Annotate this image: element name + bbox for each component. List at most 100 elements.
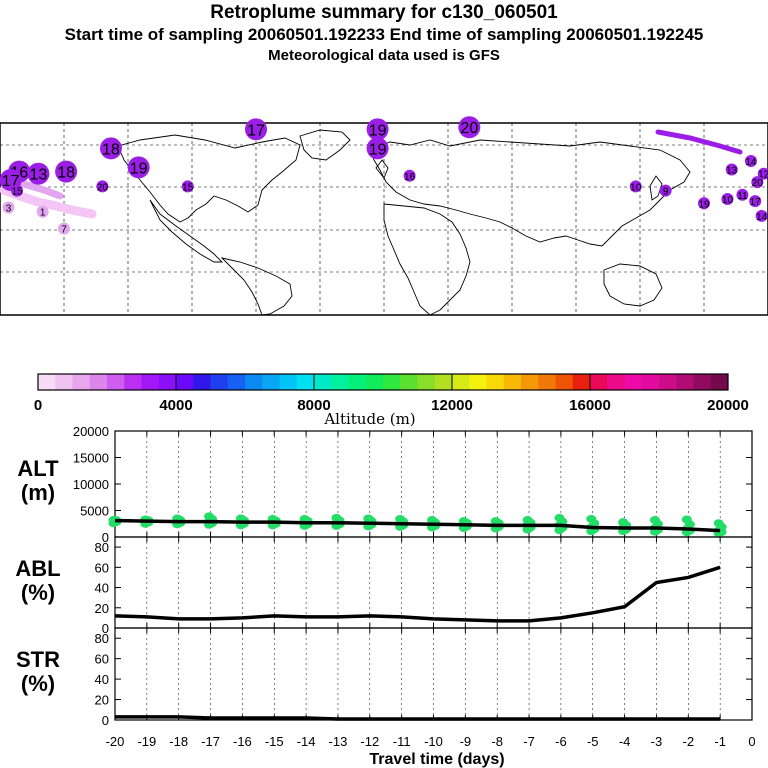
colorbar-swatch: [624, 374, 643, 390]
plume-trail-arctic: [655, 129, 743, 155]
plume-point-label: 1: [40, 208, 46, 219]
colorbar-swatch: [158, 374, 177, 390]
plume-point-label: 10: [630, 182, 642, 193]
plume-point-label: 7: [61, 225, 67, 236]
x-tick-label: -3: [651, 734, 663, 749]
coast-africa: [383, 203, 471, 316]
y-tick-label: 15000: [73, 451, 109, 466]
plume-point: [181, 180, 194, 193]
colorbar-swatch: [227, 374, 246, 390]
colorbar-swatch: [641, 374, 660, 390]
plume-point-label: 9: [663, 187, 669, 198]
plume-point: [736, 188, 749, 201]
y-tick-label: 60: [95, 652, 109, 667]
x-tick-label: -4: [619, 734, 631, 749]
x-tick-labels: -20 -19 -18 -17 -16 -15 -14 -13 -12 -11 -10 -9 -8 -7-…: [106, 734, 756, 749]
colorbar-swatch: [107, 374, 125, 390]
plume-point: [36, 205, 49, 218]
colorbar-tick-label: 12000: [431, 397, 473, 414]
colorbar-swatch: [279, 374, 298, 390]
x-tick-label: -17: [201, 734, 220, 749]
plume-point-label: 12: [758, 170, 768, 181]
plume-point-label: 19: [369, 122, 387, 139]
plume-point-label: 14: [745, 157, 757, 168]
colorbar-tick-label: 16000: [569, 397, 611, 414]
panel-ylabel: STR: [16, 647, 60, 672]
plume-point: [99, 137, 122, 160]
coast-south-america: [220, 257, 293, 316]
plume-point: [366, 118, 389, 141]
y-tick-label: 20: [95, 601, 109, 616]
x-tick-label: 0: [748, 734, 755, 749]
plume-point-label: 17: [750, 197, 762, 208]
colorbar-swatch: [417, 374, 436, 390]
colorbar-swatch: [331, 374, 349, 390]
x-tick-label: -14: [297, 734, 316, 749]
panel-ylabel: ABL: [15, 556, 60, 581]
plume-point: [58, 222, 70, 235]
str-line: [115, 715, 721, 721]
colorbar-label: Altitude (m): [323, 410, 415, 428]
plume-point: [403, 169, 416, 182]
alt-median-line: [114, 518, 721, 533]
plume-point-label: 15: [12, 187, 24, 198]
x-tick-label: -12: [360, 734, 379, 749]
plume-point-label: 13: [726, 165, 738, 176]
colorbar-swatch: [124, 374, 142, 390]
x-tick-label: -8: [491, 734, 503, 749]
colorbar-swatch: [452, 374, 470, 390]
plume-point-label: 19: [698, 199, 710, 210]
plume-point-label: 14: [756, 212, 768, 223]
plume-point: [2, 201, 15, 214]
colorbar-swatch: [141, 374, 160, 390]
colorbar-swatch: [555, 374, 574, 390]
colorbar-swatch: [590, 374, 608, 390]
colorbar-swatch: [538, 374, 556, 390]
colorbar-swatch: [521, 374, 539, 390]
y-tick-label: 60: [95, 560, 109, 575]
coast-north-america: [117, 134, 301, 223]
colorbar-swatch: [348, 374, 367, 390]
plume-point: [458, 116, 481, 139]
plume-point: [127, 156, 150, 179]
sampling-time-line: Start time of sampling 20060501.192233 E…: [64, 25, 704, 44]
plume-point: [744, 155, 757, 168]
colorbar-swatch: [262, 374, 280, 390]
chart-title: Retroplume summary for c130_060501: [210, 2, 558, 23]
coast-australia: [603, 263, 663, 307]
panel-ylabel: (m): [21, 480, 55, 505]
colorbar-swatch: [693, 374, 712, 390]
colorbar: 0 4000 8000 12000 16000 20000 Altitude (m): [34, 373, 749, 428]
plume-point: [751, 176, 764, 189]
plume-point-label: 11: [737, 191, 748, 202]
plume-point-label: 3: [6, 203, 12, 214]
y-tick-label: 20000: [73, 424, 109, 439]
plume-point-label: 18: [102, 141, 120, 158]
y-tick-label: 0: [102, 530, 109, 545]
x-tick-label: -6: [555, 734, 567, 749]
met-data-line: Meteorological data used is GFS: [268, 47, 500, 64]
plume-point-label: 18: [57, 165, 75, 182]
x-tick-label: -16: [233, 734, 252, 749]
coast-uk: [375, 159, 389, 179]
panel-ylabel: ALT: [17, 456, 59, 481]
colorbar-swatch: [193, 374, 211, 390]
y-tick-label: 80: [95, 540, 109, 555]
coastlines: [117, 129, 691, 316]
y-tick-label: 0: [102, 713, 109, 728]
plume-point-label: 15: [182, 182, 194, 193]
colorbar-swatch: [676, 374, 694, 390]
colorbar-tick-label: 0: [34, 397, 42, 414]
x-tick-label: -20: [106, 734, 125, 749]
colorbar-tick-label: 8000: [297, 397, 330, 414]
y-tick-label: 5000: [80, 504, 109, 519]
colorbar-swatch: [365, 374, 384, 390]
colorbar-swatch: [659, 374, 677, 390]
x-tick-label: -13: [329, 734, 348, 749]
y-tick-label: 80: [95, 631, 109, 646]
plume-point-label: 20: [752, 178, 764, 189]
y-tick-label: 20: [95, 693, 109, 708]
colorbar-swatch: [486, 374, 505, 390]
panel-alt: 20000 15000 10000 5000 0 ALT(m): [17, 424, 753, 545]
